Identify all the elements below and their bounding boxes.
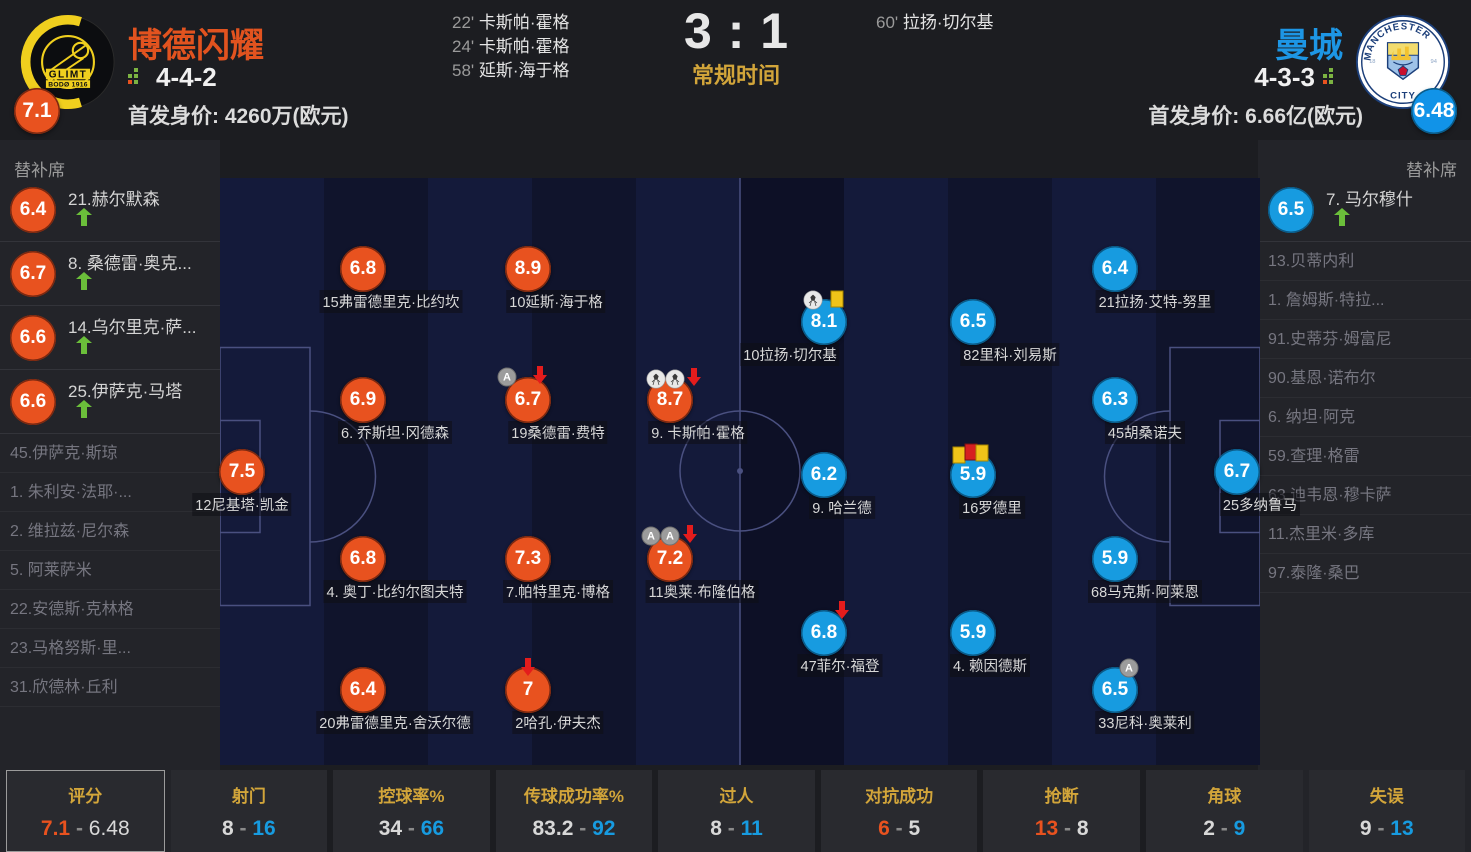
- svg-text:CITY: CITY: [1390, 90, 1416, 101]
- svg-text:94: 94: [1431, 59, 1438, 65]
- svg-text:BODØ 1916: BODØ 1916: [48, 81, 88, 88]
- svg-text:GLIMT: GLIMT: [49, 69, 88, 80]
- svg-text:18: 18: [1369, 59, 1375, 65]
